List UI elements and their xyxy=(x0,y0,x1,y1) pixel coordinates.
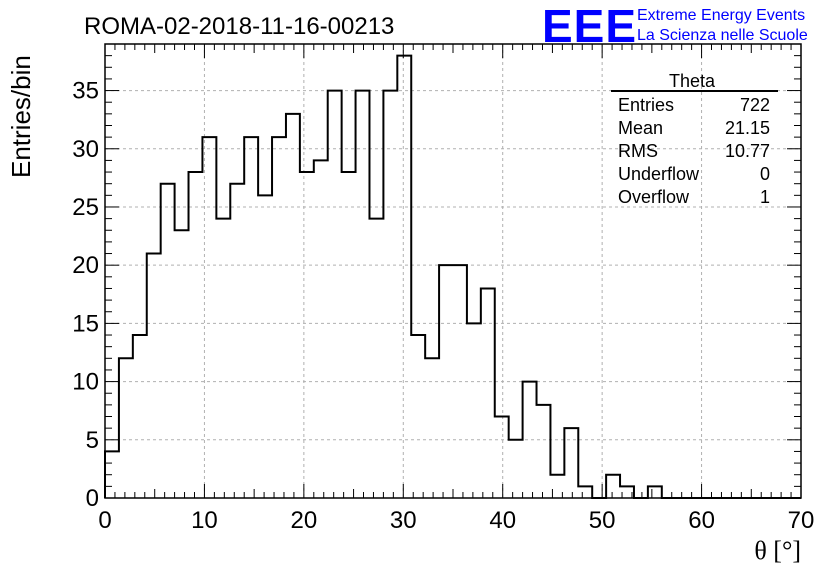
histogram-bin xyxy=(119,358,133,498)
y-axis-label: Entries/bin xyxy=(6,55,36,178)
histogram-bin xyxy=(189,172,203,498)
x-tick-label: 70 xyxy=(788,507,815,534)
histogram-bin xyxy=(411,335,425,498)
histogram-bin xyxy=(467,323,481,498)
y-tick-label: 0 xyxy=(86,485,99,512)
eee-logo: EEE Extreme Energy Events La Scienza nel… xyxy=(542,0,808,52)
histogram-bin xyxy=(175,230,189,498)
histogram-bin xyxy=(328,91,342,498)
y-tick-label: 20 xyxy=(72,252,99,279)
stats-row-value: 722 xyxy=(740,95,770,115)
x-axis-label: θ [°] xyxy=(754,536,801,565)
stats-box-rows: Entries 722 Mean 21.15 RMS 10.77 Underflow 0 Ove… xyxy=(618,95,770,207)
stats-box-title: Theta xyxy=(669,71,716,91)
histogram-bin xyxy=(606,475,620,498)
eee-logo-line1: Extreme Energy Events xyxy=(637,7,805,24)
histogram-bin xyxy=(578,486,592,498)
histogram-bin xyxy=(244,137,258,498)
x-tick-label: 40 xyxy=(489,507,516,534)
y-tick-label: 10 xyxy=(72,369,99,396)
histogram-bin xyxy=(147,254,161,498)
x-tick-label: 30 xyxy=(390,507,417,534)
histogram-bin xyxy=(495,417,509,498)
stats-row-value: 10.77 xyxy=(725,141,770,161)
stats-row-value: 21.15 xyxy=(725,118,770,138)
histogram-bin xyxy=(356,91,370,498)
x-tick-label: 50 xyxy=(589,507,616,534)
histogram-bin xyxy=(314,160,328,498)
histogram-bin xyxy=(453,265,467,498)
histogram-bars xyxy=(104,54,801,499)
x-tick-label: 10 xyxy=(191,507,218,534)
stats-row-value: 0 xyxy=(760,164,770,184)
y-tick-label: 15 xyxy=(72,310,99,337)
stats-row-value: 1 xyxy=(760,187,770,207)
histogram-bin xyxy=(216,219,230,498)
histogram-bin xyxy=(300,172,314,498)
histogram-bin xyxy=(272,137,286,498)
histogram-bin xyxy=(523,382,537,498)
histogram-bin xyxy=(397,56,411,498)
histogram-bin xyxy=(425,358,439,498)
x-tick-label: 0 xyxy=(98,507,111,534)
histogram-bin xyxy=(258,195,272,498)
histogram-bin xyxy=(564,428,578,498)
stats-row-label: Entries xyxy=(618,95,674,115)
histogram-bin xyxy=(133,335,147,498)
histogram-bin xyxy=(202,137,216,498)
histogram-bin xyxy=(383,91,397,498)
histogram-bin xyxy=(439,265,453,498)
y-tick-label: 30 xyxy=(72,136,99,163)
histogram-bin xyxy=(648,486,662,498)
stats-row-label: Underflow xyxy=(618,164,700,184)
histogram-bin xyxy=(369,219,383,498)
stats-row-label: Overflow xyxy=(618,187,690,207)
x-tick-label: 60 xyxy=(688,507,715,534)
y-tick-label: 5 xyxy=(86,427,99,454)
y-tick-label: 35 xyxy=(72,78,99,105)
histogram-bin xyxy=(161,184,175,498)
histogram-bin xyxy=(481,288,495,498)
chart-title: ROMA-02-2018-11-16-00213 xyxy=(84,13,394,40)
grid-lines xyxy=(105,44,801,498)
histogram-bin xyxy=(286,114,300,498)
stats-row-label: Mean xyxy=(618,118,663,138)
stats-box: Theta Entries 722 Mean 21.15 RMS 10.77 Underfl… xyxy=(611,71,778,207)
histogram-bin xyxy=(509,440,523,498)
histogram-bin xyxy=(230,184,244,498)
x-tick-label: 20 xyxy=(291,507,318,534)
stats-row-label: RMS xyxy=(618,141,658,161)
histogram-bin xyxy=(342,172,356,498)
histogram-bin xyxy=(537,405,551,498)
histogram-outline xyxy=(104,54,801,499)
eee-logo-line2: La Scienza nelle Scuole xyxy=(637,27,808,44)
y-tick-label: 25 xyxy=(72,194,99,221)
